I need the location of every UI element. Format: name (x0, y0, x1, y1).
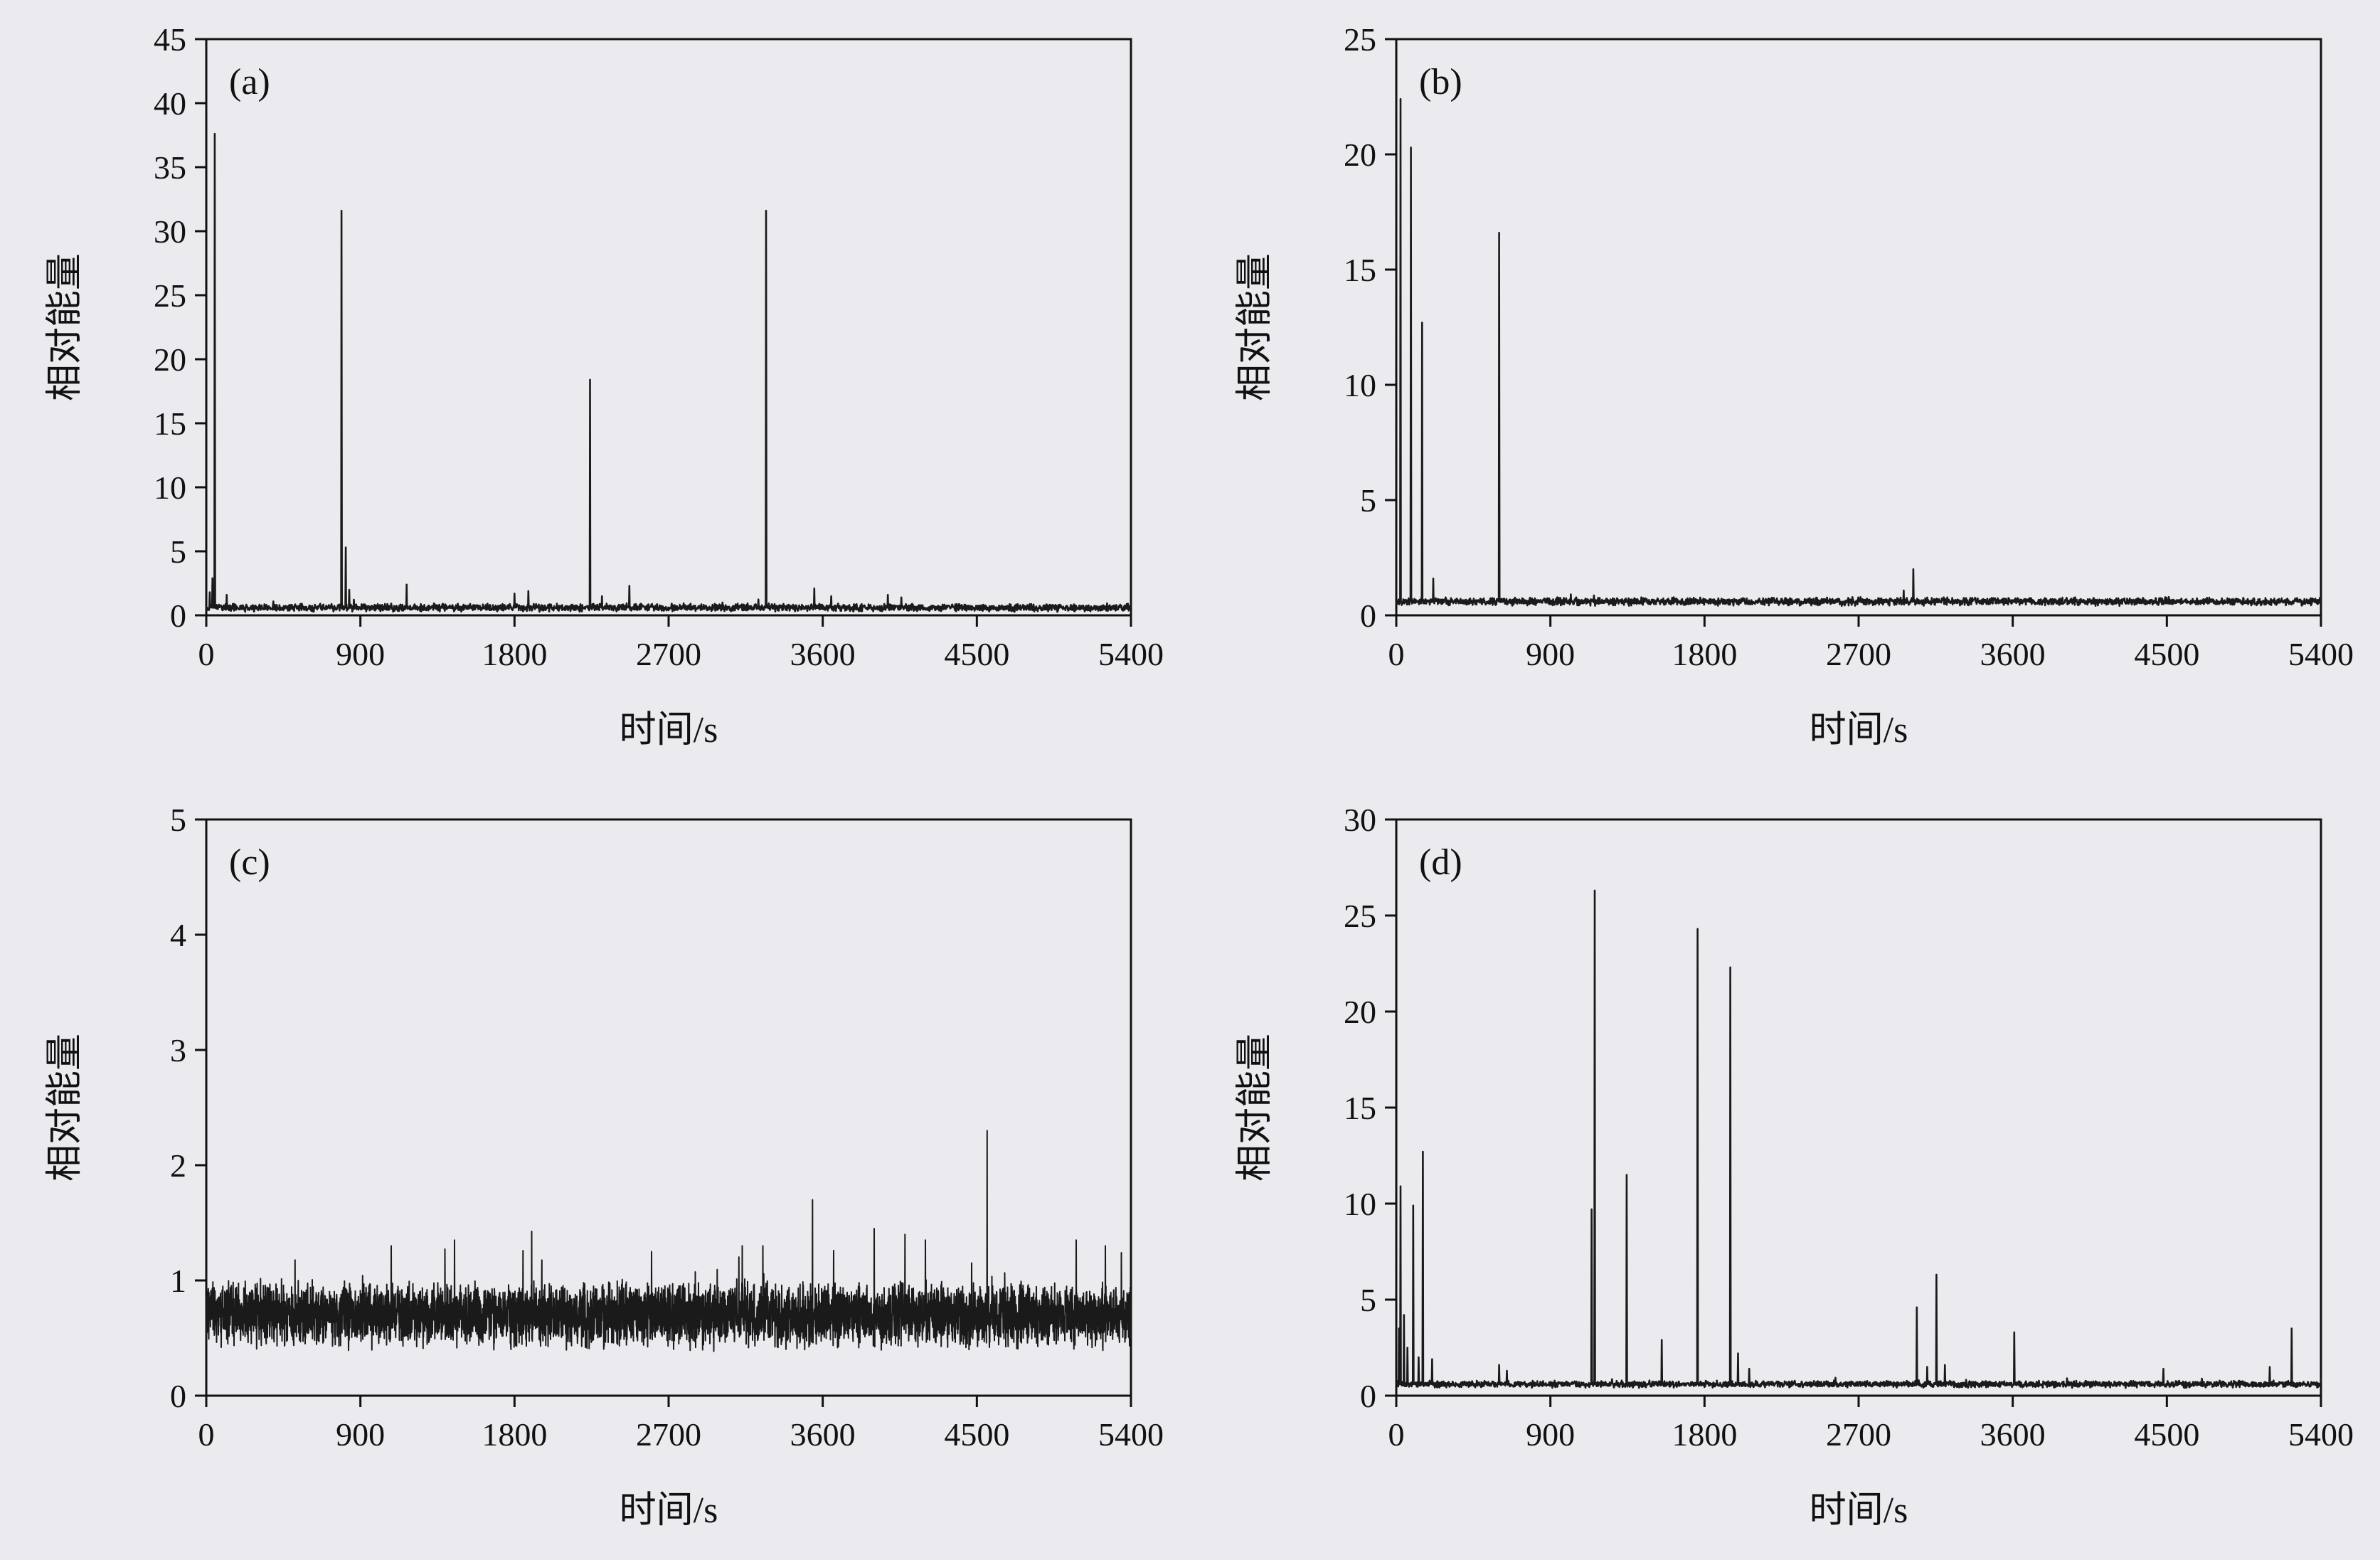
x-tick-label: 4500 (2134, 1416, 2199, 1453)
x-tick-label: 3600 (1980, 636, 2046, 672)
y-tick-label: 1 (170, 1263, 186, 1299)
y-tick-label: 10 (154, 469, 186, 506)
x-tick-label: 0 (198, 636, 215, 672)
y-tick-label: 15 (1344, 252, 1376, 288)
chart-a-plot: 0 900 1800 2700 3600 4500 5400 0 5 10 15 20 25 30 35 40… (154, 21, 1164, 672)
chart-panel-a: 0 900 1800 2700 3600 4500 5400 0 5 10 15 20 25 30 35 40… (0, 0, 1190, 780)
y-tick-label: 5 (1360, 482, 1376, 519)
y-axis-label: 相对能量 (1235, 253, 1275, 401)
x-tick-label: 2700 (636, 1416, 701, 1453)
x-tick-label: 2700 (1826, 1416, 1891, 1453)
chart-a: 0 900 1800 2700 3600 4500 5400 0 5 10 15 20 25 30 35 40… (45, 21, 1164, 750)
panel-label: (a) (229, 62, 270, 102)
y-tick-label: 5 (170, 534, 186, 570)
x-tick-label: 1800 (482, 1416, 547, 1453)
plot-border (1395, 818, 2322, 1397)
y-tick-label: 20 (1344, 994, 1376, 1030)
x-tick-label: 3600 (790, 636, 856, 672)
y-tick-label: 25 (1344, 898, 1376, 934)
x-tick-label: 4500 (944, 636, 1009, 672)
y-tick-label: 0 (1360, 598, 1376, 634)
chart-d: 0 900 1800 2700 3600 4500 5400 0 5 10 15 20 25 30 (d)… (1235, 802, 2354, 1531)
x-tick-label: 900 (336, 636, 385, 672)
y-tick-label: 3 (170, 1032, 186, 1068)
y-tick-label: 20 (154, 341, 186, 378)
chart-panel-b: 0 900 1800 2700 3600 4500 5400 0 5 10 15 20 25 (b) 时… (1190, 0, 2380, 780)
x-tick-label: 3600 (1980, 1416, 2046, 1453)
x-tick-label: 1800 (1672, 636, 1737, 672)
y-tick-label: 5 (1360, 1282, 1376, 1318)
x-tick-label: 900 (1526, 636, 1575, 672)
x-axis-label: 时间/s (1810, 1490, 1908, 1531)
x-tick-label: 5400 (2288, 636, 2354, 672)
panel-label: (b) (1419, 62, 1462, 102)
series-line (1395, 97, 2322, 607)
series-line (1395, 889, 2322, 1389)
y-tick-label: 0 (170, 1378, 186, 1414)
y-tick-label: 45 (154, 21, 186, 58)
series-line (205, 132, 1132, 613)
x-tick-label: 5400 (1098, 636, 1164, 672)
y-tick-label: 30 (1344, 802, 1376, 838)
plot-border (1395, 38, 2322, 617)
x-tick-label: 4500 (2134, 636, 2199, 672)
y-tick-label: 0 (1360, 1378, 1376, 1414)
plot-border (205, 38, 1132, 617)
y-axis-label: 相对能量 (45, 253, 85, 401)
y-tick-label: 25 (154, 277, 186, 314)
x-tick-label: 0 (1388, 1416, 1405, 1453)
x-tick-label: 900 (1526, 1416, 1575, 1453)
chart-c-plot: 0 900 1800 2700 3600 4500 5400 0 1 2 3 4 5 (170, 802, 1164, 1453)
x-tick-label: 2700 (1826, 636, 1891, 672)
x-tick-label: 3600 (790, 1416, 856, 1453)
x-tick-label: 900 (336, 1416, 385, 1453)
chart-panel-d: 0 900 1800 2700 3600 4500 5400 0 5 10 15 20 25 30 (d)… (1190, 780, 2380, 1560)
x-tick-label: 1800 (1672, 1416, 1737, 1453)
y-tick-label: 5 (170, 802, 186, 838)
y-axis-label: 相对能量 (45, 1034, 85, 1182)
series-line (206, 1130, 1132, 1352)
panel-label: (c) (229, 842, 270, 883)
x-tick-label: 2700 (636, 636, 701, 672)
y-tick-label: 20 (1344, 137, 1376, 173)
y-tick-label: 10 (1344, 1186, 1376, 1222)
x-tick-label: 0 (198, 1416, 215, 1453)
y-tick-label: 15 (154, 405, 186, 442)
panel-label: (d) (1419, 842, 1462, 883)
chart-panel-c: 0 900 1800 2700 3600 4500 5400 0 1 2 3 4 5 (c) 时间/s … (0, 780, 1190, 1560)
y-tick-label: 35 (154, 149, 186, 186)
x-tick-label: 1800 (482, 636, 547, 672)
chart-d-plot: 0 900 1800 2700 3600 4500 5400 0 5 10 15 20 25 30 (1344, 802, 2354, 1453)
x-tick-label: 4500 (944, 1416, 1009, 1453)
x-tick-label: 5400 (2288, 1416, 2354, 1453)
y-tick-label: 4 (170, 917, 186, 953)
chart-b-plot: 0 900 1800 2700 3600 4500 5400 0 5 10 15 20 25 (1344, 21, 2354, 672)
x-axis-label: 时间/s (1810, 710, 1908, 750)
y-tick-label: 10 (1344, 367, 1376, 403)
chart-b: 0 900 1800 2700 3600 4500 5400 0 5 10 15 20 25 (b) 时… (1235, 21, 2354, 750)
y-axis-label: 相对能量 (1235, 1034, 1275, 1182)
y-tick-label: 15 (1344, 1090, 1376, 1126)
y-tick-label: 25 (1344, 21, 1376, 58)
x-axis-label: 时间/s (620, 710, 718, 750)
x-tick-label: 0 (1388, 636, 1405, 672)
x-axis-label: 时间/s (620, 1490, 718, 1531)
y-tick-label: 2 (170, 1147, 186, 1184)
x-tick-label: 5400 (1098, 1416, 1164, 1453)
y-tick-label: 40 (154, 85, 186, 122)
y-tick-label: 30 (154, 213, 186, 250)
y-tick-label: 0 (170, 598, 186, 634)
